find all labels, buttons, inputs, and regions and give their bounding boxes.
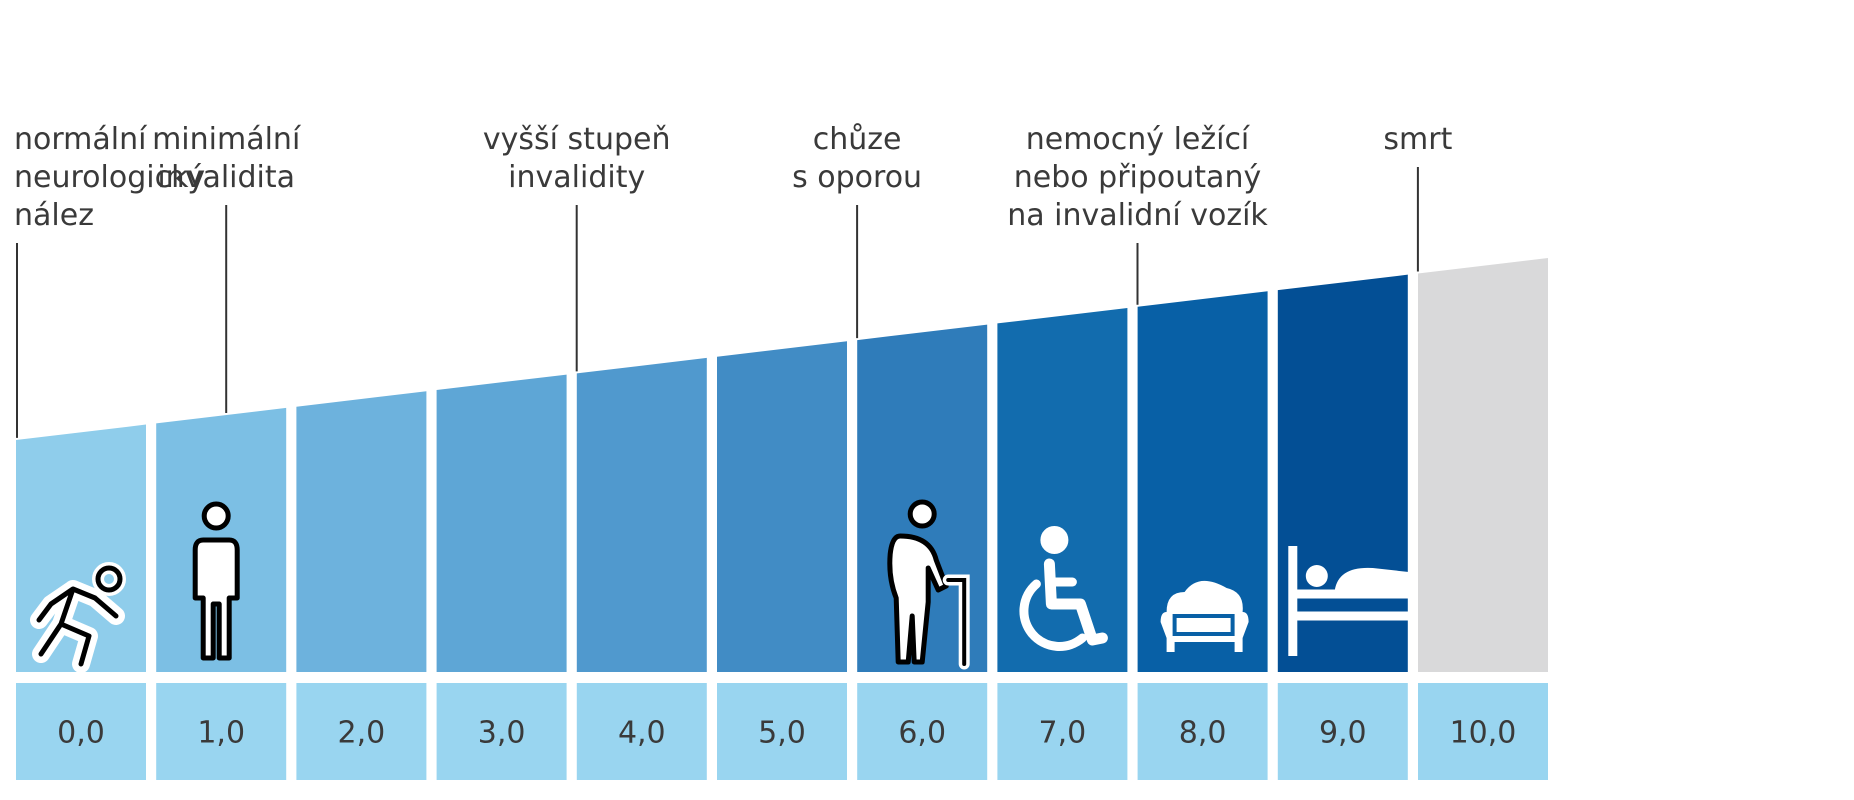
value-box-1 — [156, 683, 287, 780]
annotation-label: nemocný ležící nebo připoutaný na invali… — [1007, 122, 1268, 233]
value-box-9 — [1277, 683, 1408, 780]
value-box-3 — [436, 683, 567, 780]
annotation-label: minimální invalidita — [152, 122, 301, 195]
value-label: 10,0 — [1450, 716, 1517, 751]
scale-bar-3 — [436, 374, 567, 672]
value-label: 0,0 — [57, 716, 105, 751]
value-box-4 — [576, 683, 707, 780]
value-label: 4,0 — [618, 716, 666, 751]
wheelchair-icon — [1019, 526, 1108, 651]
scale-bar-8 — [1137, 291, 1268, 672]
value-label: 3,0 — [478, 716, 526, 751]
annotation-label: smrt — [1383, 122, 1453, 157]
walking-with-cane-icon — [887, 499, 970, 670]
value-box-8 — [1137, 683, 1268, 780]
annotation-label: chůze s oporou — [792, 122, 923, 195]
annotation-label: vyšší stupeň invalidity — [482, 122, 671, 195]
scale-bars — [16, 258, 1548, 672]
value-label: 2,0 — [338, 716, 386, 751]
value-box-7 — [997, 683, 1128, 780]
scale-bar-7 — [997, 307, 1128, 672]
value-box-2 — [296, 683, 427, 780]
scale-bar-4 — [576, 357, 707, 672]
value-label: 5,0 — [758, 716, 806, 751]
value-box-0 — [16, 683, 146, 780]
bed-icon — [1288, 546, 1418, 656]
value-box-5 — [717, 683, 847, 780]
running-person-icon — [30, 562, 126, 673]
value-label: 9,0 — [1319, 716, 1367, 751]
armchair-icon — [1160, 580, 1249, 652]
leader-lines — [16, 167, 1419, 438]
scale-bar-2 — [296, 391, 427, 672]
value-boxes: 0,0 1,0 2,0 3,0 4,0 5,0 6,0 7,0 8,0 9,0 10,0 — [16, 683, 1548, 780]
value-label: 8,0 — [1179, 716, 1227, 751]
scale-bar-5 — [717, 341, 847, 672]
value-label: 6,0 — [898, 716, 946, 751]
value-box-10 — [1418, 683, 1548, 780]
icons — [30, 499, 1418, 673]
annotation-label: normální neurologický nález — [14, 122, 206, 233]
value-label: 1,0 — [197, 716, 245, 751]
value-label: 7,0 — [1039, 716, 1087, 751]
value-box-6 — [857, 683, 988, 780]
scale-bar-10 — [1418, 258, 1548, 672]
standing-person-icon — [192, 501, 240, 661]
